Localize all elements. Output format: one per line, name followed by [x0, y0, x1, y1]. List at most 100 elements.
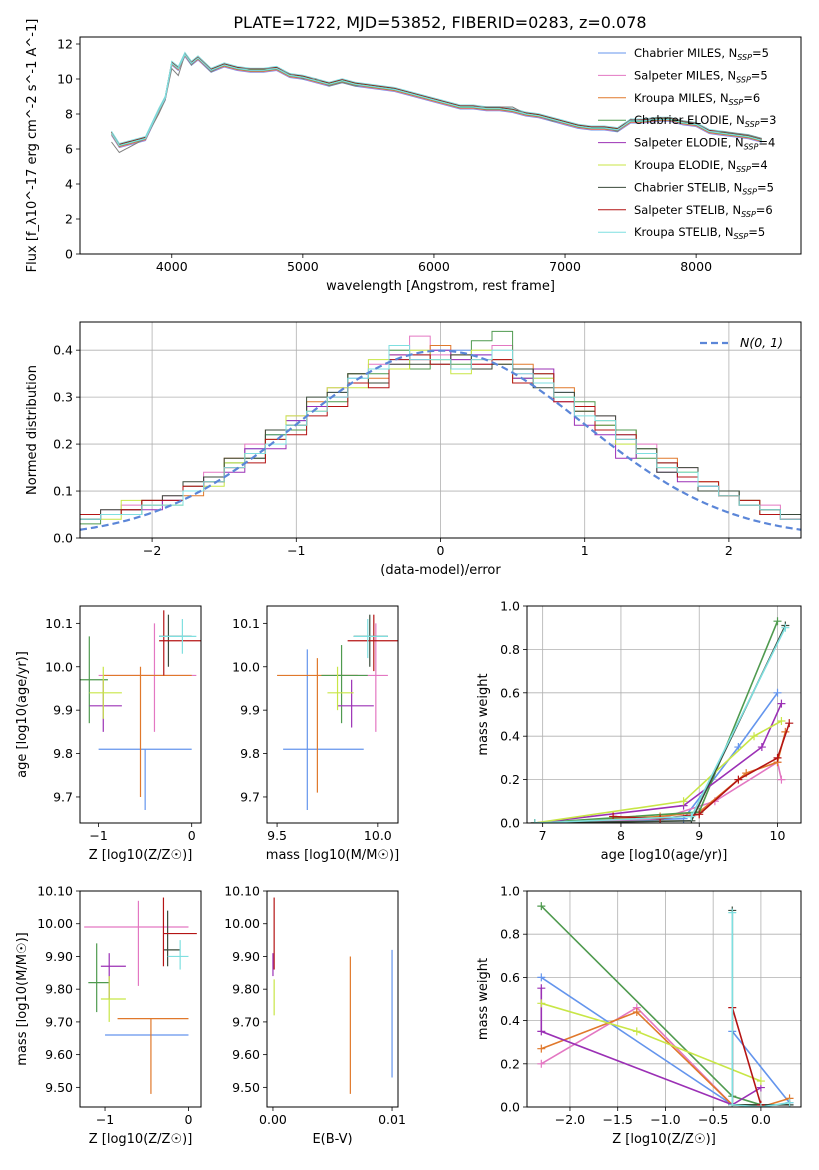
x-tick-label: 0 [188, 828, 196, 843]
y-axis-label: mass weight [476, 958, 491, 1040]
weight-line [534, 692, 779, 823]
x-tick-label: 7 [539, 828, 547, 843]
figure-title: PLATE=1722, MJD=53852, FIBERID=0283, z=0… [233, 13, 646, 32]
y-tick-label: 1.0 [500, 884, 520, 899]
x-tick-label: −1.5 [603, 1112, 633, 1127]
y-tick-label: 10.0 [45, 659, 73, 674]
legend-label: Kroupa STELIB, NSSP=5 [634, 225, 765, 241]
y-tick-label: 0.1 [53, 484, 73, 499]
model-spectrum-line [111, 51, 762, 144]
x-tick-label: −1 [287, 543, 305, 558]
weight-marker [785, 719, 794, 728]
weight-marker [734, 775, 743, 784]
y-tick-label: 9.70 [232, 1014, 260, 1029]
weight-marker [537, 984, 546, 993]
y-tick-label: 2 [65, 212, 73, 227]
x-tick-label: −1.0 [650, 1112, 680, 1127]
y-axis-label: Flux [f_λ10^-17 erg cm^-2 s^-1 A^-1] [25, 19, 40, 273]
y-tick-label: 0.2 [500, 772, 520, 787]
x-axis-label: age [log10(age/yr)] [601, 848, 728, 863]
weight-marker [537, 1059, 546, 1068]
normal-curve [80, 349, 801, 531]
y-tick-label: 0.8 [500, 927, 520, 942]
x-tick-label: 2 [725, 543, 733, 558]
x-axis-label: Z [log10(Z/Z☉)] [89, 1132, 193, 1147]
x-axis-label: wavelength [Angstrom, rest frame] [326, 279, 555, 294]
weight-marker [773, 617, 782, 626]
y-tick-label: 12 [57, 37, 73, 52]
weight-line [534, 620, 779, 823]
x-tick-label: 7000 [549, 259, 581, 274]
weight-marker [632, 1027, 641, 1036]
x-axis-label: Z [log10(Z/Z☉)] [612, 1132, 716, 1147]
plot-area [80, 330, 801, 531]
y-tick-label: 9.8 [53, 746, 73, 761]
weight-marker [530, 819, 539, 823]
weight-marker [687, 812, 696, 821]
legend-label: Chabrier STELIB, NSSP=5 [634, 180, 774, 196]
y-tick-label: 10.1 [232, 616, 260, 631]
y-tick-label: 4 [65, 177, 73, 192]
plot-area [537, 902, 794, 1107]
weight-marker [728, 908, 737, 917]
y-tick-label: 0.3 [53, 390, 73, 405]
weight-marker [781, 623, 790, 632]
weight-marker [632, 1007, 641, 1016]
weight-marker [537, 973, 546, 982]
weight-line [534, 731, 787, 823]
weight-line [540, 988, 762, 1106]
plot-area [80, 610, 201, 810]
y-tick-label: 9.8 [240, 746, 260, 761]
y-tick-label: 1.0 [500, 599, 520, 614]
weight-line [731, 912, 790, 1107]
x-tick-label: −2.0 [555, 1112, 585, 1127]
weight-line [534, 625, 787, 823]
x-tick-label: 0 [185, 1112, 193, 1127]
weight-marker [537, 902, 546, 911]
weight-line [540, 1006, 761, 1106]
x-axis-label: E(B-V) [312, 1132, 352, 1147]
weight-marker [773, 688, 782, 697]
y-tick-label: 9.9 [53, 703, 73, 718]
plot-area [530, 617, 794, 823]
axes-frame [526, 890, 802, 1108]
panel-spectrum: 4000 5000 6000 7000 8000 0 2 4 6 8 10 12 wavelength … [25, 19, 802, 294]
y-tick-label: 9.50 [232, 1080, 260, 1095]
axes-frame [526, 605, 802, 824]
x-tick-label: 8000 [680, 259, 712, 274]
panel-mass-vs-z: −1 0 9.50 9.60 9.70 9.80 9.90 10.00 10.10 Z [log1… [15, 884, 202, 1147]
panel-age-vs-mass: 9.5 10.0 9.7 9.8 9.9 10.0 10.1 mass [log10(M/M☉… [232, 605, 399, 863]
y-tick-label: 9.80 [45, 982, 73, 997]
y-tick-label: 0.8 [500, 642, 520, 657]
x-axis-label: (data-model)/error [380, 563, 501, 578]
y-axis-label: Normed distribution [25, 365, 40, 495]
y-tick-label: 8 [65, 107, 73, 122]
weight-marker [773, 753, 782, 762]
plot-area [277, 614, 398, 810]
weight-marker [728, 1100, 737, 1107]
weight-line [534, 720, 782, 823]
x-tick-label: 9 [695, 828, 703, 843]
x-tick-label: −0.5 [698, 1112, 728, 1127]
x-tick-label: 8 [617, 828, 625, 843]
histogram-step-line [80, 345, 801, 520]
grid [527, 605, 801, 824]
weight-marker [777, 717, 786, 726]
y-tick-label: 9.70 [45, 1014, 73, 1029]
weight-marker [537, 1044, 546, 1053]
y-axis-label: age [log10(age/yr)] [15, 651, 30, 778]
y-tick-label: 9.90 [45, 949, 73, 964]
y-tick-label: 0.0 [500, 1100, 520, 1115]
weight-marker [537, 999, 546, 1008]
x-tick-label: 0.0 [751, 1112, 771, 1127]
legend-label: N(0, 1) [740, 335, 783, 350]
weight-marker [757, 743, 766, 752]
y-tick-label: 0.0 [53, 531, 73, 546]
y-tick-label: 6 [65, 142, 73, 157]
axes-frame [79, 890, 202, 1108]
y-axis-label: mass weight [476, 673, 491, 755]
weight-marker [785, 1098, 794, 1107]
y-tick-label: 9.50 [45, 1080, 73, 1095]
y-tick-label: 10.00 [37, 916, 73, 931]
